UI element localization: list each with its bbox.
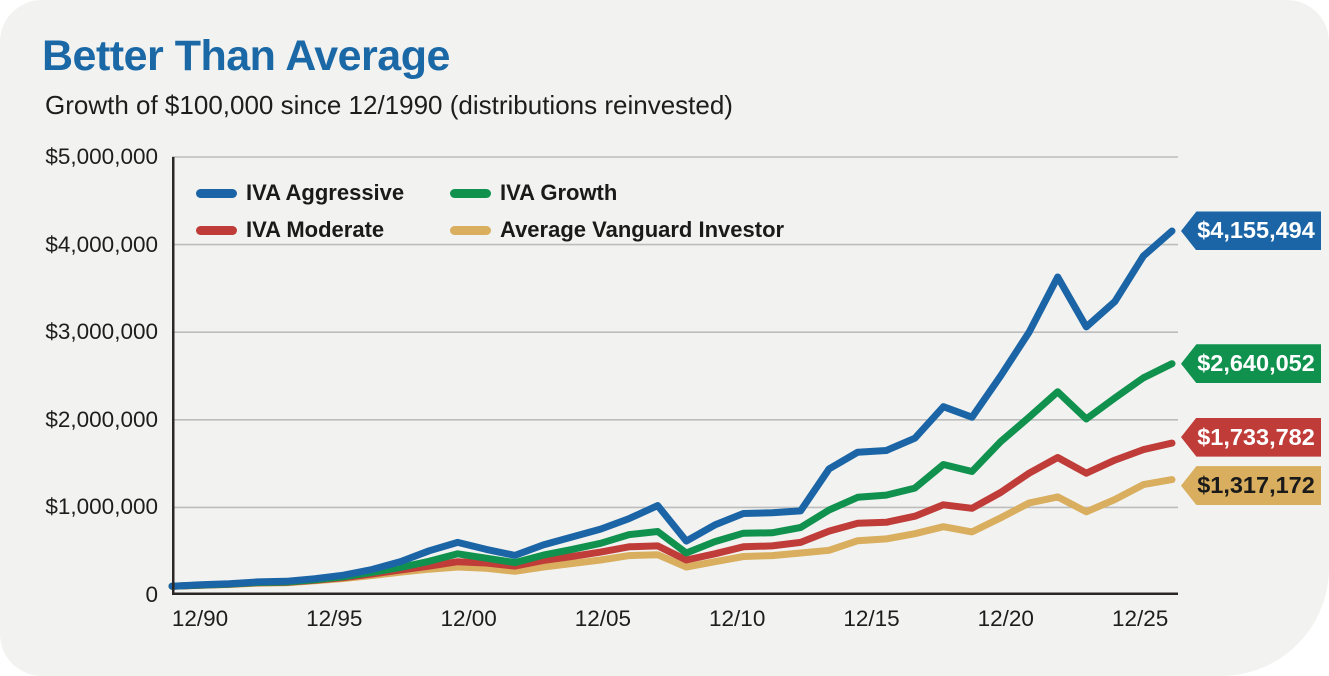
x-tick-label: 12/25 bbox=[1111, 606, 1169, 631]
y-tick-label: $5,000,000 bbox=[45, 144, 158, 169]
end-value-tag-iva-moderate: $1,733,782 bbox=[1181, 417, 1321, 457]
y-tick-label: $4,000,000 bbox=[45, 231, 158, 257]
chart-subtitle: Growth of $100,000 since 12/1990 (distri… bbox=[45, 90, 733, 120]
series-line-average-vanguard-investor bbox=[168, 476, 1176, 590]
y-tick-label: $3,000,000 bbox=[45, 319, 158, 345]
legend: IVA Aggressive IVA Growth IVA Moderate Aver… bbox=[196, 179, 784, 244]
legend-swatch bbox=[196, 188, 237, 198]
x-tick-label: 12/20 bbox=[977, 606, 1034, 631]
x-tick-label: 12/05 bbox=[574, 606, 632, 631]
series-line-iva-moderate bbox=[168, 439, 1176, 590]
end-value-tag-iva-growth: $2,640,052 bbox=[1181, 344, 1321, 384]
legend-swatch bbox=[196, 225, 237, 235]
legend-item-average-vanguard-investor: Average Vanguard Investor bbox=[450, 216, 784, 244]
end-value-tag-iva-aggressive: $4,155,494 bbox=[1181, 211, 1321, 251]
x-tick-label: 12/10 bbox=[709, 606, 766, 631]
legend-label: IVA Moderate bbox=[246, 217, 385, 242]
legend-label: IVA Growth bbox=[500, 180, 618, 205]
legend-swatch bbox=[450, 225, 491, 235]
series-line-iva-aggressive bbox=[168, 227, 1176, 590]
legend-item-iva-growth: IVA Growth bbox=[450, 179, 784, 207]
page-title: Better Than Average bbox=[42, 32, 450, 80]
y-tick-label: 0 bbox=[145, 582, 158, 607]
legend-item-iva-moderate: IVA Moderate bbox=[196, 216, 450, 244]
legend-item-iva-aggressive: IVA Aggressive bbox=[196, 179, 450, 207]
plot-area bbox=[168, 156, 1178, 595]
legend-label: IVA Aggressive bbox=[246, 180, 405, 205]
legend-label: Average Vanguard Investor bbox=[500, 217, 785, 242]
end-value-tag-average-vanguard-investor: $1,317,172 bbox=[1181, 466, 1321, 506]
y-tick-label: $2,000,000 bbox=[45, 406, 158, 432]
x-tick-label: 12/15 bbox=[843, 606, 900, 631]
x-tick-label: 12/00 bbox=[440, 606, 497, 631]
y-tick-label: $1,000,000 bbox=[45, 494, 158, 520]
legend-swatch bbox=[450, 188, 491, 198]
x-tick-label: 12/90 bbox=[171, 606, 229, 631]
x-tick-label: 12/95 bbox=[306, 606, 363, 631]
